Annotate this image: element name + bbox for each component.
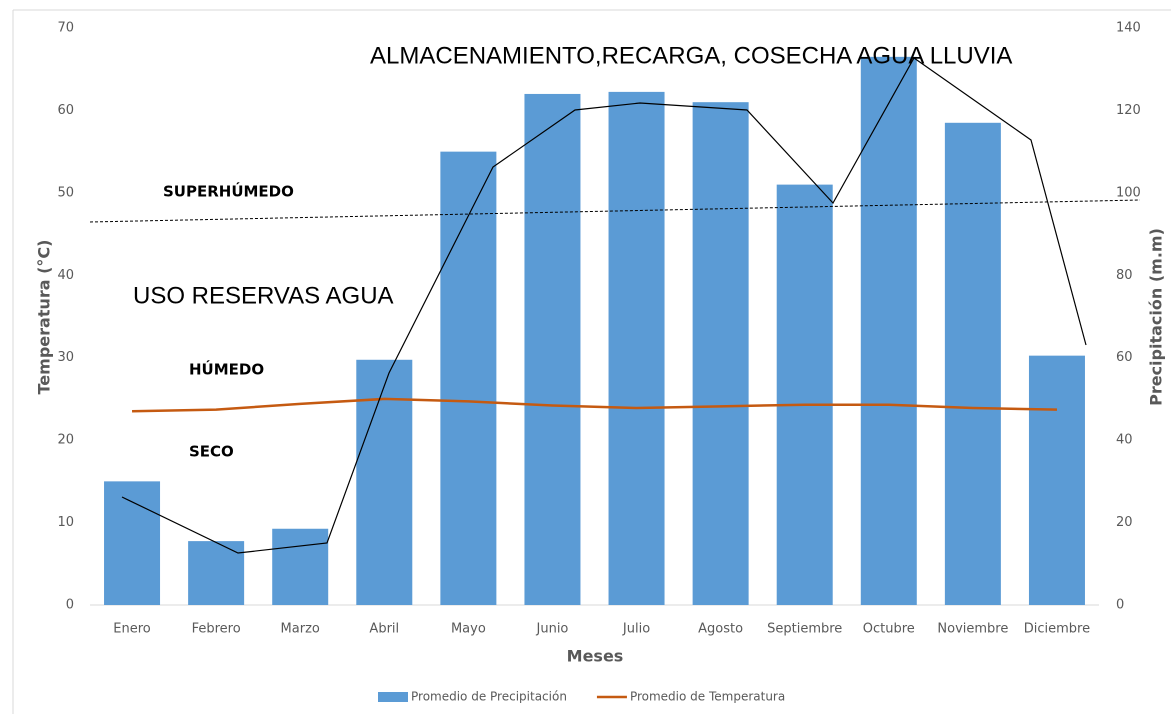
x-tick-label: Junio (536, 622, 569, 637)
x-tick-label: Abril (369, 622, 399, 637)
annotation-line (121, 57, 1087, 554)
x-tick-label: Marzo (281, 622, 320, 637)
y2-tick-label: 80 (1116, 268, 1133, 283)
bar (272, 528, 329, 605)
y-tick-label: 10 (57, 515, 74, 530)
bar (356, 359, 413, 605)
annotation: SUPERHÚMEDO (163, 182, 294, 201)
bar (1028, 355, 1085, 605)
y2-axis-title: Precipitación (m.m) (1147, 228, 1166, 406)
x-tick-label: Agosto (698, 622, 743, 637)
annotation: ALMACENAMIENTO,RECARGA, COSECHA AGUA LLU… (370, 42, 1012, 69)
bar (440, 151, 497, 605)
bar (104, 481, 161, 605)
plot-area: 0 10 20 30 40 50 60 70 0 20 40 60 80 100 120 140 Enero Fe… (57, 21, 1140, 637)
x-tick-label: Enero (113, 622, 151, 637)
bar (608, 91, 665, 605)
x-tick-label: Septiembre (767, 622, 842, 637)
x-tick-label: Febrero (192, 622, 241, 637)
annotation: SECO (189, 443, 234, 461)
y2-tick-label: 60 (1116, 350, 1133, 365)
x-tick-label: Noviembre (937, 622, 1008, 637)
bar (188, 541, 245, 605)
x-tick-label: Octubre (863, 622, 915, 637)
x-tick-label: Diciembre (1024, 622, 1090, 637)
y-tick-label: 40 (57, 268, 74, 283)
y2-tick-label: 40 (1116, 433, 1133, 448)
y-tick-label: 50 (57, 185, 74, 200)
y2-tick-label: 140 (1116, 21, 1141, 36)
threshold-line (89, 199, 1141, 223)
y-tick-label: 0 (66, 598, 74, 613)
legend-label: Promedio de Precipitación (411, 690, 567, 704)
bar (692, 102, 749, 605)
y2-tick-label: 20 (1116, 515, 1133, 530)
x-axis-title: Meses (567, 647, 624, 666)
y-tick-label: 70 (57, 21, 74, 36)
legend-label: Promedio de Temperatura (630, 690, 785, 704)
x-tick-label: Mayo (451, 622, 486, 637)
legend-swatch (378, 692, 408, 702)
bar (944, 122, 1001, 606)
bar (776, 184, 833, 605)
x-tick-label: Julio (622, 622, 650, 637)
y-axis-title: Temperatura (°C) (35, 240, 54, 395)
y-tick-label: 30 (57, 350, 74, 365)
bar (860, 56, 917, 606)
line (132, 397, 1057, 413)
y2-tick-label: 100 (1116, 185, 1141, 200)
y2-tick-label: 120 (1116, 103, 1141, 118)
annotation: USO RESERVAS AGUA (133, 282, 394, 309)
y-tick-label: 60 (57, 103, 74, 118)
y2-tick-label: 0 (1116, 598, 1124, 613)
y-tick-label: 20 (57, 433, 74, 448)
bar (524, 93, 581, 605)
annotation: HÚMEDO (189, 360, 264, 379)
